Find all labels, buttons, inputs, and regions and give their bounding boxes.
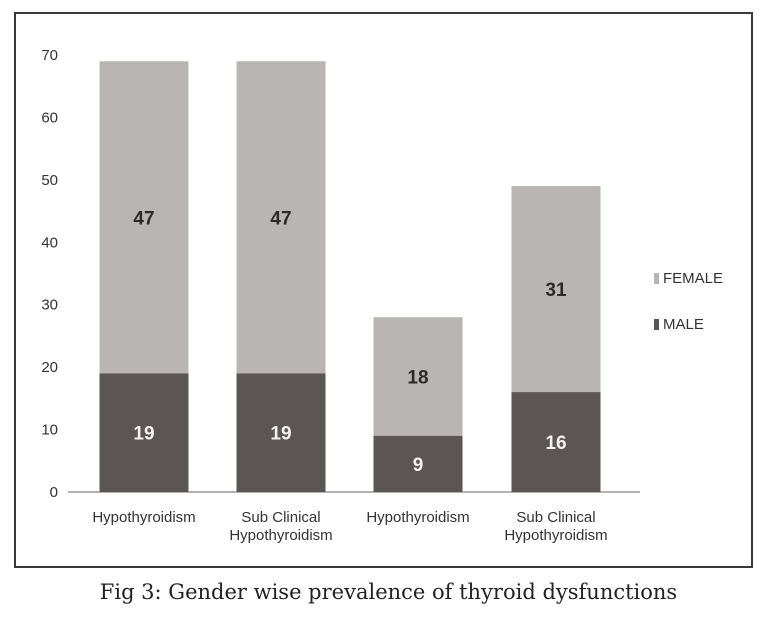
stacked-bar-chart: 0 10 20 30 40 50 60 70 47 19 Hypothyroidism 47 19 Sub… [41,47,723,544]
bar-male [99,373,189,492]
bar-female [373,317,463,436]
data-label-female: 47 [270,208,291,229]
y-tick-label: 30 [41,297,58,314]
legend-label-female: FEMALE [663,270,723,287]
x-tick-label: Sub Clinical [516,509,595,526]
x-tick-label: Hypothyroidism [229,527,332,544]
data-label-female: 31 [545,280,567,301]
x-tick-label: Sub Clinical [241,509,320,526]
data-label-male: 9 [413,455,424,476]
bar-male [373,435,463,492]
bar-female [511,186,601,393]
x-tick-label: Hypothyroidism [92,509,195,526]
figure-caption: Fig 3: Gender wise prevalence of thyroid… [99,580,678,604]
y-tick-label: 70 [41,47,58,64]
y-tick-label: 20 [41,359,58,376]
bar-male [236,373,326,492]
y-tick-label: 40 [41,234,58,251]
data-label-male: 19 [133,424,154,445]
y-tick-label: 60 [41,109,58,126]
data-label-male: 16 [545,433,566,454]
legend-label-male: MALE [663,316,704,333]
x-tick-label: Hypothyroidism [366,509,469,526]
data-label-male: 19 [270,424,291,445]
legend-swatch-male [654,319,659,330]
y-tick-label: 0 [50,484,58,501]
data-label-female: 18 [407,368,428,389]
bar-female [236,61,326,374]
legend-swatch-female [654,273,659,284]
data-label-female: 47 [133,208,154,229]
x-tick-label: Hypothyroidism [504,527,607,544]
y-tick-label: 10 [41,422,58,439]
bar-male [511,392,601,492]
bar-female [99,61,189,374]
y-tick-label: 50 [41,172,58,189]
